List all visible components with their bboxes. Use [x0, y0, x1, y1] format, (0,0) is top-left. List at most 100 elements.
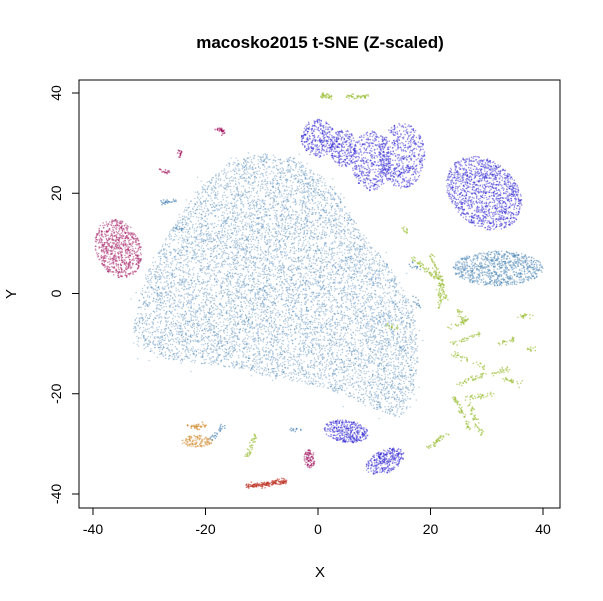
scatter-point — [307, 253, 310, 256]
scatter-point — [325, 292, 327, 295]
scatter-point — [323, 294, 325, 296]
scatter-point — [329, 381, 331, 384]
scatter-point — [202, 355, 204, 357]
scatter-point — [240, 318, 242, 321]
scatter-point — [250, 243, 252, 245]
scatter-point — [308, 288, 311, 290]
scatter-point — [412, 380, 414, 382]
scatter-point — [299, 268, 302, 270]
scatter-point — [191, 296, 194, 299]
scatter-point — [186, 216, 188, 218]
scatter-point — [310, 247, 312, 249]
scatter-point — [141, 314, 143, 316]
scatter-point — [332, 188, 334, 191]
scatter-point — [286, 326, 288, 328]
scatter-point — [182, 231, 184, 233]
scatter-point — [256, 190, 259, 193]
scatter-point — [366, 281, 369, 283]
scatter-point — [175, 264, 178, 266]
scatter-point — [403, 382, 405, 384]
scatter-point — [300, 353, 302, 356]
scatter-point — [252, 332, 255, 334]
scatter-point — [161, 286, 164, 289]
scatter-point — [374, 272, 376, 275]
scatter-point — [188, 288, 190, 291]
scatter-point — [265, 354, 268, 356]
scatter-point — [261, 348, 264, 350]
scatter-point — [256, 211, 258, 213]
scatter-point — [235, 343, 237, 345]
scatter-point — [261, 234, 263, 236]
scatter-point — [214, 304, 217, 307]
scatter-point — [246, 216, 248, 219]
scatter-point — [326, 275, 329, 278]
scatter-point — [278, 295, 280, 297]
scatter-point — [289, 356, 292, 359]
scatter-point — [194, 356, 197, 358]
scatter-point — [168, 278, 171, 280]
scatter-point — [221, 256, 224, 259]
scatter-point — [352, 309, 355, 312]
scatter-point — [225, 327, 227, 330]
scatter-point — [323, 206, 325, 209]
scatter-point — [386, 292, 388, 295]
scatter-point — [299, 310, 301, 313]
scatter-point — [312, 283, 315, 286]
scatter-point — [380, 378, 382, 381]
scatter-point — [272, 166, 274, 169]
scatter-point — [303, 187, 306, 189]
scatter-point — [278, 191, 280, 194]
scatter-point — [362, 402, 364, 404]
scatter-point — [365, 389, 368, 392]
scatter-point — [199, 352, 202, 354]
scatter-point — [302, 370, 305, 372]
scatter-point — [171, 260, 174, 262]
scatter-point — [266, 319, 269, 321]
scatter-point — [287, 324, 289, 326]
scatter-point — [406, 328, 408, 330]
scatter-point — [248, 196, 251, 198]
scatter-point — [191, 294, 194, 296]
scatter-point — [380, 334, 382, 337]
scatter-point — [188, 309, 190, 312]
scatter-point — [171, 325, 173, 328]
scatter-point — [282, 311, 284, 314]
scatter-point — [249, 254, 252, 256]
scatter-point — [255, 271, 257, 274]
scatter-point — [285, 196, 287, 198]
scatter-point — [232, 258, 234, 260]
scatter-point — [177, 325, 179, 327]
scatter-point — [176, 224, 179, 227]
scatter-point — [263, 296, 265, 299]
scatter-point — [249, 298, 252, 301]
scatter-point — [282, 172, 285, 175]
scatter-point — [321, 274, 323, 277]
scatter-point — [262, 186, 264, 188]
scatter-point — [223, 350, 225, 353]
scatter-point — [253, 206, 255, 208]
scatter-point — [303, 375, 306, 377]
scatter-point — [415, 347, 418, 350]
scatter-point — [225, 279, 228, 282]
scatter-point — [270, 358, 272, 361]
scatter-point — [249, 167, 251, 170]
scatter-point — [371, 351, 374, 353]
scatter-point — [330, 318, 332, 321]
scatter-point — [241, 306, 244, 309]
scatter-point — [398, 390, 401, 393]
scatter-point — [207, 223, 209, 226]
scatter-point — [205, 318, 208, 321]
scatter-point — [241, 286, 243, 289]
scatter-point — [374, 271, 377, 273]
scatter-point — [211, 324, 214, 327]
scatter-point — [356, 315, 359, 318]
scatter-point — [283, 372, 285, 375]
scatter-point — [314, 338, 316, 340]
scatter-point — [384, 279, 387, 282]
scatter-point — [383, 288, 385, 290]
scatter-point — [254, 214, 256, 216]
scatter-point — [282, 169, 284, 172]
scatter-point — [379, 287, 381, 289]
scatter-point — [278, 261, 280, 264]
scatter-point — [408, 389, 411, 391]
